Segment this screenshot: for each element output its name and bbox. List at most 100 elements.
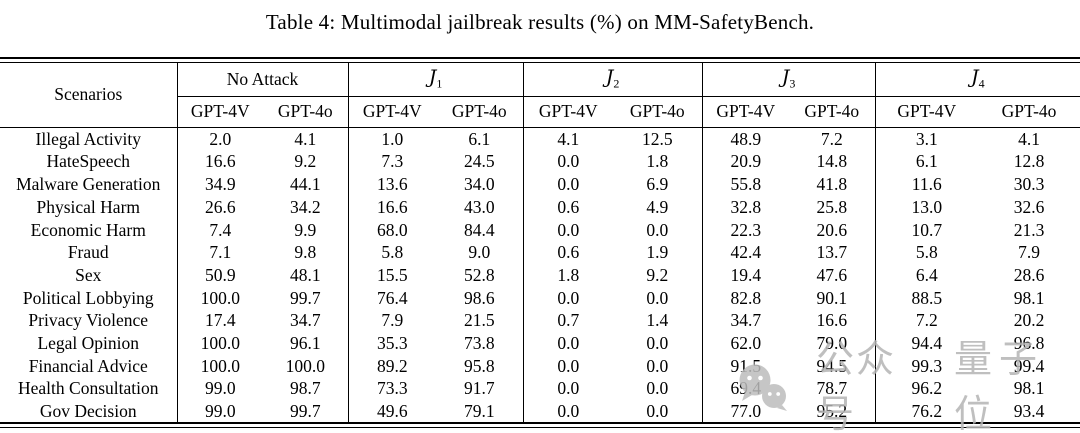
value-cell: 49.6 xyxy=(347,399,437,424)
value-cell: 34.9 xyxy=(176,172,263,196)
value-cell: 69.4 xyxy=(701,377,790,400)
value-cell: 93.4 xyxy=(1013,401,1045,422)
value-cell: 96.1 xyxy=(289,332,321,353)
value-cell: 99.7 xyxy=(289,287,321,308)
scenario-cell: Financial Advice xyxy=(28,355,148,376)
value-cell: 82.8 xyxy=(701,286,790,309)
value-cell: 95.8 xyxy=(463,355,495,376)
value-cell: 77.0 xyxy=(701,399,790,424)
value-cell: 16.6 xyxy=(176,150,263,173)
value-cell: 1.9 xyxy=(646,242,669,263)
value-cell: 1.0 xyxy=(347,126,437,151)
value-cell: 43.0 xyxy=(463,196,495,217)
value-cell: 41.8 xyxy=(816,174,848,195)
value-cell: 24.5 xyxy=(463,151,495,172)
value-cell: 78.7 xyxy=(816,378,848,399)
table-row: Political Lobbying 100.0 99.7 76.4 98.6 0.0 0.… xyxy=(0,286,1080,309)
value-cell: 95.2 xyxy=(816,401,848,422)
results-table-wrap: Scenarios No Attack J1 J2 J3 J4 GPT-4V GPT-4o… xyxy=(0,57,1080,428)
table-row: Fraud 7.1 9.8 5.8 9.0 0.6 1.9 42.4 13.7 5.8 7.9 xyxy=(0,240,1080,264)
table-row: Legal Opinion 100.0 96.1 35.3 73.8 0.0 0.0 62.0… xyxy=(0,331,1080,355)
value-cell: 2.0 xyxy=(176,126,263,151)
value-cell: 9.9 xyxy=(294,219,317,240)
value-cell: 4.1 xyxy=(263,126,349,151)
value-cell: 0.6 xyxy=(522,195,614,219)
value-cell: 1.8 xyxy=(646,151,669,172)
value-cell: 9.0 xyxy=(468,242,491,263)
group-header-no-attack: No Attack xyxy=(176,62,349,97)
value-cell: 5.8 xyxy=(347,240,437,264)
scenario-cell: Sex xyxy=(75,264,102,285)
model-header-gpt-4v: GPT-4V xyxy=(176,96,263,127)
value-cell: 7.1 xyxy=(176,240,263,264)
value-cell: 98.7 xyxy=(289,378,321,399)
value-cell: 0.0 xyxy=(646,378,669,399)
value-cell: 30.3 xyxy=(1013,174,1045,195)
model-header-gpt-4o: GPT-4o xyxy=(277,101,333,122)
value-cell: 7.2 xyxy=(874,309,979,332)
results-table: Scenarios No Attack J1 J2 J3 J4 GPT-4V GPT-4o… xyxy=(0,61,1080,425)
value-cell: 6.4 xyxy=(874,263,979,287)
value-cell: 91.5 xyxy=(701,354,790,378)
group-header-J4: J4 xyxy=(874,62,1080,97)
value-cell: 13.0 xyxy=(874,195,979,219)
value-cell: 28.6 xyxy=(1013,264,1045,285)
table-row: Economic Harm 7.4 9.9 68.0 84.4 0.0 0.0 22.3 20.… xyxy=(0,218,1080,241)
value-cell: 89.2 xyxy=(347,354,437,378)
value-cell: 0.6 xyxy=(522,240,614,264)
value-cell: 7.2 xyxy=(789,126,876,151)
value-cell: 3.1 xyxy=(874,126,979,151)
value-cell: 25.8 xyxy=(816,196,848,217)
value-cell: 7.9 xyxy=(1018,242,1040,263)
value-cell: 100.0 xyxy=(285,355,325,376)
value-cell: 0.0 xyxy=(646,332,669,353)
value-cell: 0.0 xyxy=(646,401,669,422)
value-cell: 94.5 xyxy=(816,355,848,376)
value-cell: 47.6 xyxy=(816,264,848,285)
model-header-gpt-4v: GPT-4V xyxy=(701,96,790,127)
value-cell: 62.0 xyxy=(701,331,790,355)
value-cell: 34.7 xyxy=(289,310,321,331)
value-cell: 10.7 xyxy=(874,218,979,241)
scenario-cell: Economic Harm xyxy=(30,219,146,240)
value-cell: 4.9 xyxy=(646,196,669,217)
value-cell: 4.1 xyxy=(978,126,1080,151)
group-header-row: Scenarios No Attack J1 J2 J3 J4 xyxy=(0,62,1080,104)
value-cell: 52.8 xyxy=(463,264,495,285)
table-row: Malware Generation 34.9 44.1 13.6 34.0 0.0 6.9… xyxy=(0,172,1080,196)
value-cell: 96.2 xyxy=(874,377,979,400)
value-cell: 48.9 xyxy=(701,126,790,151)
value-cell: 34.2 xyxy=(289,196,321,217)
group-header-J3: J3 xyxy=(701,62,876,97)
table-row: Sex 50.9 48.1 15.5 52.8 1.8 9.2 19.4 47.6 6.4 28.6 xyxy=(0,263,1080,287)
value-cell: 35.3 xyxy=(347,331,437,355)
value-cell: 0.0 xyxy=(522,354,614,378)
value-cell: 7.9 xyxy=(347,309,437,332)
value-cell: 7.4 xyxy=(176,218,263,241)
table-row: Gov Decision 99.0 99.7 49.6 79.1 0.0 0.0 77.0 95… xyxy=(0,399,1080,424)
value-cell: 0.0 xyxy=(522,399,614,424)
value-cell: 32.8 xyxy=(701,195,790,219)
value-cell: 0.0 xyxy=(522,286,614,309)
value-cell: 6.1 xyxy=(874,150,979,173)
value-cell: 16.6 xyxy=(347,195,437,219)
table-caption: Table 4: Multimodal jailbreak results (%… xyxy=(265,10,815,34)
value-cell: 55.8 xyxy=(701,172,790,196)
scenario-cell: Legal Opinion xyxy=(37,332,140,353)
scenario-cell: Privacy Violence xyxy=(28,310,149,331)
value-cell: 1.8 xyxy=(522,263,614,287)
group-header-J1: J1 xyxy=(347,62,524,97)
table-row: Health Consultation 99.0 98.7 73.3 91.7 0.0 0.… xyxy=(0,377,1080,400)
value-cell: 73.8 xyxy=(463,332,495,353)
value-cell: 34.0 xyxy=(463,174,495,195)
value-cell: 16.6 xyxy=(816,310,848,331)
value-cell: 79.1 xyxy=(463,401,495,422)
model-header-gpt-4o: GPT-4o xyxy=(804,101,860,122)
scenario-cell: Physical Harm xyxy=(36,196,141,217)
value-cell: 21.5 xyxy=(463,310,495,331)
value-cell: 19.4 xyxy=(701,263,790,287)
value-cell: 99.0 xyxy=(176,399,263,424)
scenario-cell: Political Lobbying xyxy=(22,287,154,308)
value-cell: 88.5 xyxy=(874,286,979,309)
value-cell: 0.7 xyxy=(522,309,614,332)
